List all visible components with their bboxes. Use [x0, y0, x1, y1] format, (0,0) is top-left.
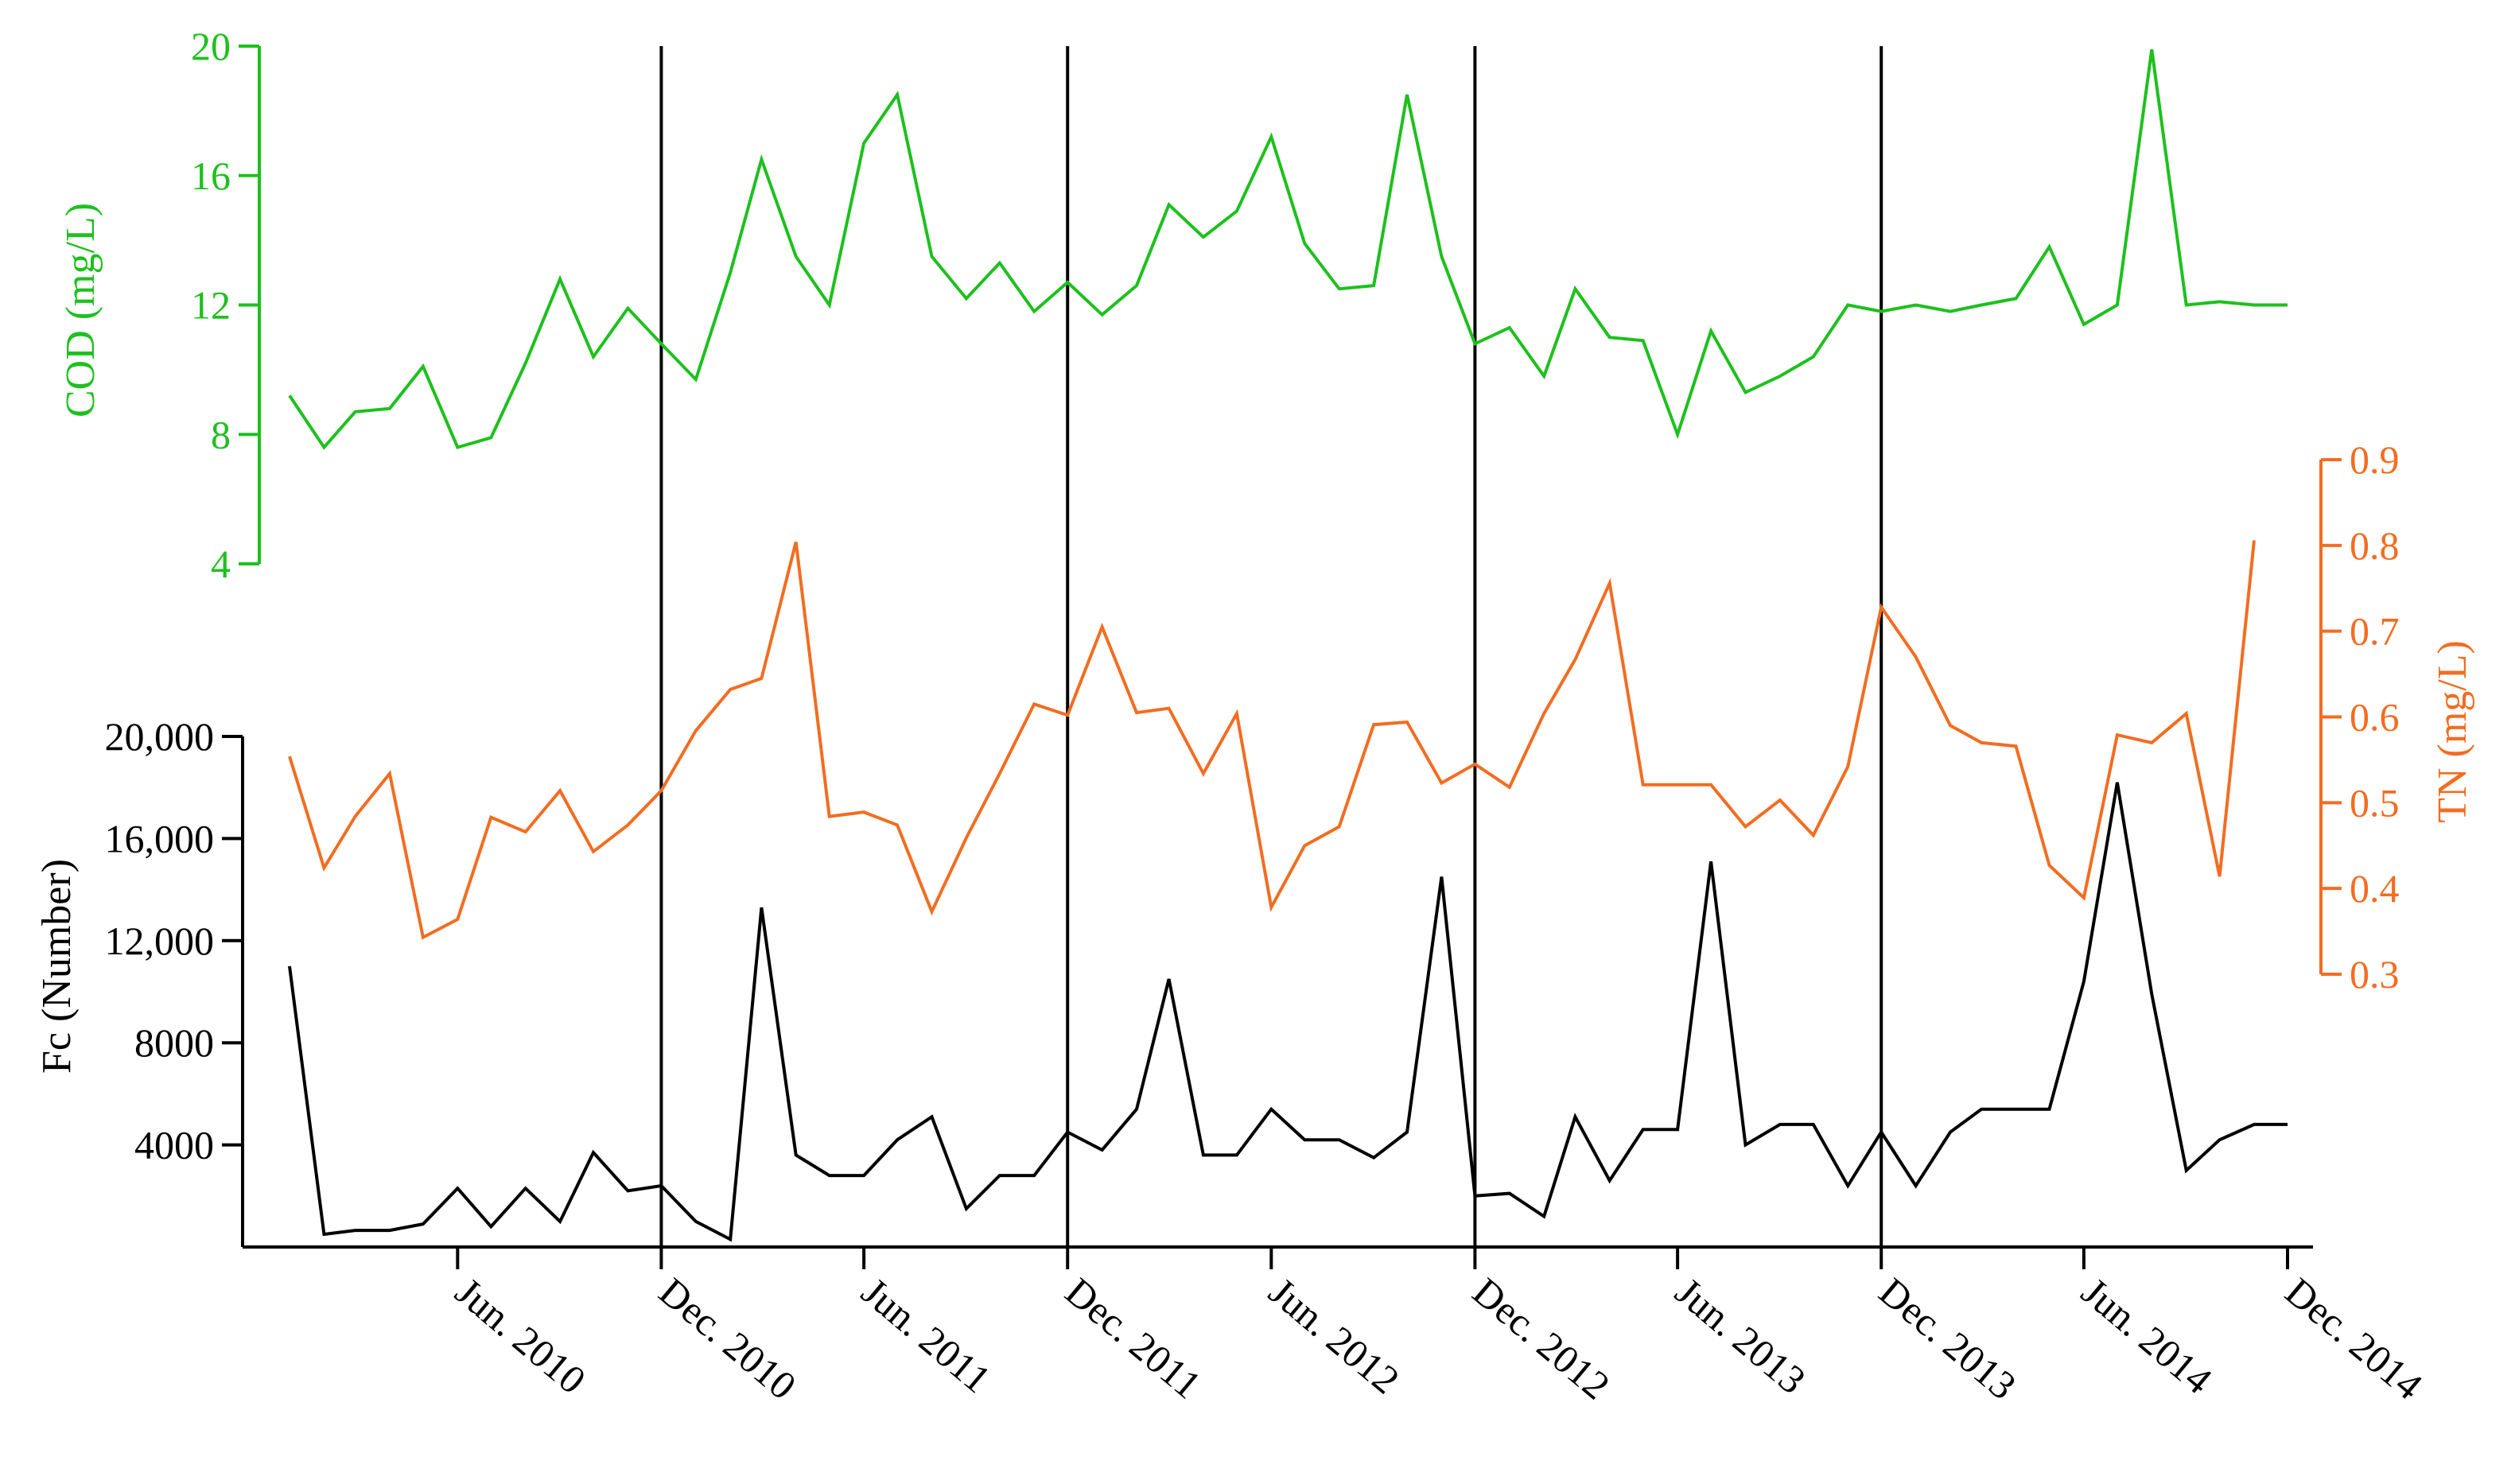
x-tick-label: Jun. 2010 [447, 1269, 594, 1403]
x-tick-label: Jun. 2011 [853, 1269, 1000, 1402]
x-tick-label: Jun. 2013 [1667, 1269, 1814, 1403]
tn-series-line [288, 540, 2256, 940]
fc-axis-title: Fc (Number) [34, 859, 80, 1074]
y-tick-label: 0.9 [2350, 437, 2400, 482]
y-tick-label: 20 [191, 24, 231, 68]
x-tick-label: Jun. 2014 [2074, 1269, 2221, 1403]
y-tick-label: 0.6 [2350, 695, 2400, 740]
x-tick-label: Dec. 2012 [1464, 1269, 1618, 1408]
tn-axis-title: TN (mg/L) [2430, 640, 2475, 823]
y-tick-label: 0.3 [2350, 952, 2400, 996]
y-tick-label: 20,000 [105, 714, 215, 759]
axis-labels: Jun. 2010 Dec. 2010 Jun. 2011 Dec. 2011 Jun.… [34, 24, 2475, 1408]
fc-series-line [288, 782, 2288, 1242]
y-tick-label: 4000 [134, 1123, 214, 1167]
x-tick-label: Dec. 2013 [1871, 1269, 2024, 1408]
y-tick-label: 0.5 [2350, 780, 2400, 825]
y-tick-label: 12,000 [105, 919, 215, 963]
y-tick-label: 4 [211, 542, 231, 586]
y-tick-label: 0.7 [2350, 609, 2400, 654]
y-tick-label: 16,000 [105, 816, 215, 860]
y-tick-label: 0.8 [2350, 523, 2400, 568]
y-tick-label: 0.4 [2350, 866, 2400, 911]
series-lines [288, 49, 2288, 1242]
x-tick-label: Dec. 2010 [651, 1269, 804, 1408]
x-tick-label: Dec. 2011 [1057, 1269, 1210, 1408]
y-tick-label: 12 [191, 283, 231, 328]
y-tick-label: 16 [191, 153, 231, 198]
x-tick-label: Jun. 2012 [1261, 1269, 1408, 1403]
x-tick-label: Dec. 2014 [2277, 1269, 2431, 1408]
y-tick-label: 8000 [134, 1020, 214, 1065]
cod-series-line [288, 49, 2288, 450]
cod-axis-title: COD (mg/L) [58, 203, 103, 418]
year-boundary-lines [659, 46, 1883, 1247]
y-tick-label: 8 [211, 412, 231, 456]
axes [222, 45, 2342, 1269]
